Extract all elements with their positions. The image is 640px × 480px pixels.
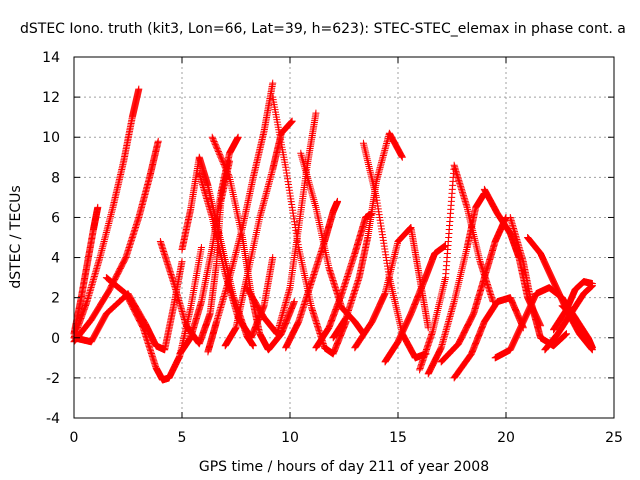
data-point xyxy=(305,178,313,186)
data-point xyxy=(308,188,316,196)
data-point xyxy=(269,79,277,87)
data-point xyxy=(249,342,257,350)
data-point xyxy=(306,182,314,190)
data-point xyxy=(311,200,319,208)
data-points xyxy=(70,79,596,384)
data-point xyxy=(309,194,317,202)
data-point xyxy=(178,258,186,266)
data-point xyxy=(298,153,306,161)
satellite-arc xyxy=(176,133,242,358)
data-point xyxy=(234,133,242,141)
data-point xyxy=(269,254,277,262)
data-point xyxy=(154,137,162,145)
data-point xyxy=(307,184,315,192)
data-point xyxy=(310,196,318,204)
data-point xyxy=(135,85,143,93)
data-point xyxy=(308,190,316,198)
data-point xyxy=(297,151,305,159)
satellite-arc xyxy=(70,258,186,354)
chart-title: dSTEC Iono. truth (kit3, Lon=66, Lat=39,… xyxy=(20,21,626,37)
data-point xyxy=(94,203,102,211)
data-point xyxy=(197,244,205,252)
data-point xyxy=(311,201,319,209)
data-point xyxy=(307,186,315,194)
data-point xyxy=(312,109,320,117)
data-point xyxy=(310,198,318,206)
satellite-arc xyxy=(102,244,205,384)
data-point xyxy=(305,180,313,188)
data-point xyxy=(297,149,305,157)
data-point xyxy=(302,167,310,175)
data-point xyxy=(309,192,317,200)
